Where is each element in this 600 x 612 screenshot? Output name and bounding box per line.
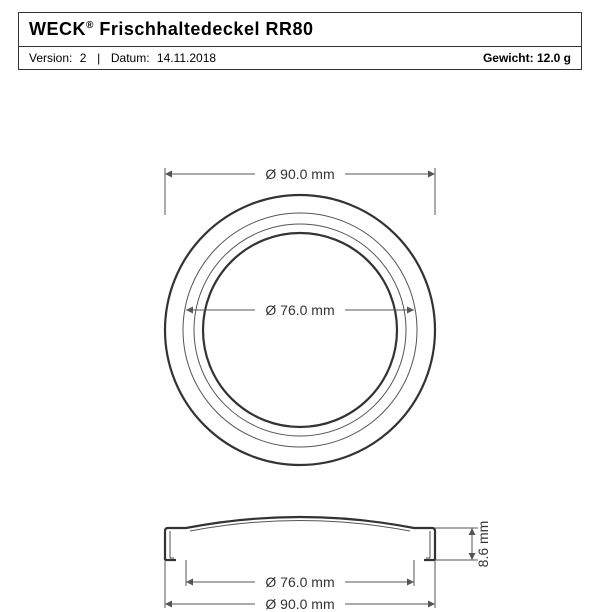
brand: WECK [29,19,86,39]
weight-label: Gewicht: [483,51,534,65]
svg-text:Ø 76.0 mm: Ø 76.0 mm [265,302,334,318]
meta-left: Version: 2 | Datum: 14.11.2018 [29,51,220,65]
weight-value: 12.0 g [537,51,571,65]
header-box: WECK® Frischhaltedeckel RR80 Version: 2 … [18,12,582,70]
svg-text:8.6 mm: 8.6 mm [475,521,491,568]
meta-right: Gewicht: 12.0 g [483,51,571,65]
meta-sep: | [94,51,104,65]
drawing-area: Ø 90.0 mmØ 76.0 mmØ 76.0 mmØ 90.0 mm8.6 … [0,70,600,590]
version-label: Version: [29,51,72,65]
title-row: WECK® Frischhaltedeckel RR80 [19,13,581,47]
date-label: Datum: [111,51,150,65]
svg-text:Ø 90.0 mm: Ø 90.0 mm [265,596,334,610]
drawing-svg: Ø 90.0 mm Ø 76.0 mm Ø 76.0 mm Ø 90.0 mm 8.6 … [0,70,600,610]
meta-row: Version: 2 | Datum: 14.11.2018 Gewicht: … [19,47,581,69]
version-value: 2 [80,51,87,65]
svg-text:Ø 76.0 mm: Ø 76.0 mm [265,574,334,590]
registered-mark: ® [86,20,94,31]
product-name: Frischhaltedeckel RR80 [99,19,313,39]
svg-text:Ø 90.0 mm: Ø 90.0 mm [265,166,334,182]
date-value: 14.11.2018 [157,51,216,65]
